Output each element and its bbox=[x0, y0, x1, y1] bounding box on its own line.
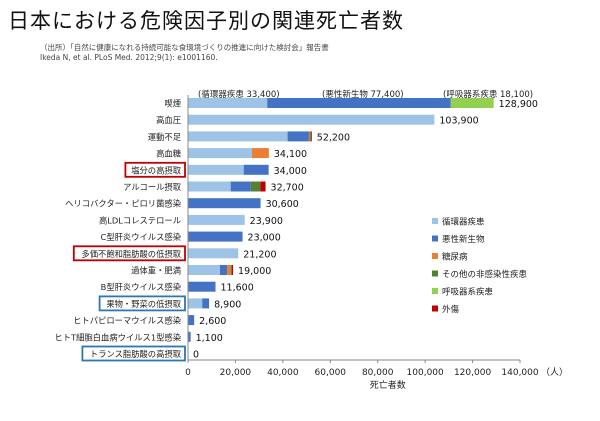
x-tick-label: 60,000 bbox=[315, 368, 347, 378]
x-unit-label: （人） bbox=[541, 367, 568, 378]
total-label: 30,600 bbox=[266, 199, 299, 210]
bar-segment bbox=[188, 248, 239, 259]
bar-segment bbox=[188, 298, 203, 309]
total-label: 103,900 bbox=[439, 116, 478, 127]
category-label: ヒトパピローマウイルス感染 bbox=[73, 316, 181, 326]
bar-segment bbox=[188, 231, 243, 242]
legend-swatch bbox=[432, 253, 438, 259]
segment-annotation: (悪性新生物 77,400) bbox=[322, 89, 404, 100]
x-tick-label: 80,000 bbox=[362, 368, 394, 378]
total-label: 2,600 bbox=[199, 316, 226, 327]
segment-annotation: (循環器疾患 33,400) bbox=[198, 89, 280, 100]
total-label: 1,100 bbox=[196, 333, 223, 344]
legend-label: 糖尿病 bbox=[442, 252, 468, 263]
total-label: 32,700 bbox=[271, 183, 304, 194]
bar-segment bbox=[220, 265, 228, 275]
category-label: 高血糖 bbox=[156, 149, 181, 159]
bar-segment bbox=[188, 164, 244, 175]
category-label: 高LDLコレステロール bbox=[99, 215, 181, 225]
x-axis-title: 死亡者数 bbox=[370, 379, 406, 391]
x-tick-label: 120,000 bbox=[454, 368, 491, 378]
x-tick-label: 0 bbox=[185, 368, 191, 378]
segment-annotation: (呼吸器系疾患 18,100) bbox=[443, 89, 533, 100]
category-label: 高血圧 bbox=[156, 115, 181, 125]
bar-segment bbox=[287, 131, 309, 142]
total-label: 128,900 bbox=[499, 99, 538, 110]
bar-segment bbox=[188, 315, 195, 326]
bar-segment bbox=[202, 298, 210, 309]
bar-segment bbox=[231, 265, 234, 275]
total-label: 23,000 bbox=[248, 233, 281, 244]
category-label: 塩分の高摂取 bbox=[131, 165, 181, 175]
category-label: ヒトT細胞白血病ウイルス1型感染 bbox=[54, 332, 181, 342]
bar-segment bbox=[188, 331, 191, 342]
x-tick-label: 140,000 bbox=[501, 368, 538, 378]
legend-swatch bbox=[432, 218, 438, 224]
category-label: 果物・野菜の低摂取 bbox=[106, 299, 181, 309]
category-label: アルコール摂取 bbox=[123, 182, 182, 192]
legend-label: 悪性新生物 bbox=[442, 234, 485, 245]
legend-swatch bbox=[432, 288, 438, 294]
bar-segment bbox=[230, 265, 232, 275]
category-label: 過体重・肥満 bbox=[131, 266, 181, 276]
category-label: B型肝炎ウイルス感染 bbox=[101, 282, 181, 292]
source-line-1: （出所）「自然に健康になれる持続可能な食環境づくりの推進に向けた検討会」報告書 bbox=[40, 43, 329, 52]
bar-segment bbox=[188, 98, 268, 108]
bar-segment bbox=[188, 214, 245, 225]
highlight-box bbox=[72, 245, 186, 262]
total-label: 21,200 bbox=[243, 249, 276, 260]
category-label: 多価不飽和脂肪酸の低摂取 bbox=[81, 249, 181, 259]
total-label: 19,000 bbox=[238, 266, 271, 277]
bar-segment bbox=[230, 181, 251, 192]
source-line-2: Ikeda N, et al. PLoS Med. 2012;9(1): e10… bbox=[40, 53, 218, 62]
x-tick-label: 40,000 bbox=[267, 368, 299, 378]
bar-segment bbox=[188, 114, 435, 125]
legend-swatch bbox=[432, 235, 438, 242]
bar-segment bbox=[188, 198, 261, 209]
legend-swatch bbox=[432, 305, 438, 312]
total-label: 8,900 bbox=[214, 299, 241, 310]
x-tick-label: 100,000 bbox=[407, 368, 444, 378]
legend-swatch bbox=[432, 270, 438, 277]
bar-segment bbox=[450, 98, 494, 108]
bar-segment bbox=[260, 181, 266, 192]
highlight-box bbox=[124, 161, 186, 178]
x-tick-label: 20,000 bbox=[220, 368, 252, 378]
highlight-box bbox=[81, 345, 186, 362]
legend-label: 外傷 bbox=[442, 304, 460, 315]
category-label: ヘリコバクター・ピロリ菌感染 bbox=[65, 199, 181, 209]
legend-label: 呼吸器系疾患 bbox=[442, 287, 494, 298]
category-label: C型肝炎ウイルス感染 bbox=[101, 232, 181, 242]
bar-segment bbox=[188, 265, 221, 275]
category-label: 喫煙 bbox=[164, 99, 181, 109]
bar-segment bbox=[308, 131, 310, 142]
bar-segment bbox=[188, 281, 216, 292]
total-label: 23,900 bbox=[250, 216, 283, 227]
total-label: 34,000 bbox=[274, 166, 307, 177]
category-label: トランス脂肪酸の高摂取 bbox=[90, 349, 182, 359]
bar-segment bbox=[309, 131, 311, 142]
legend-label: その他の非感染性疾患 bbox=[442, 269, 528, 280]
bar-segment bbox=[188, 148, 253, 159]
total-label: 0 bbox=[193, 350, 199, 361]
total-label: 34,100 bbox=[274, 149, 307, 160]
bar-segment bbox=[250, 181, 261, 192]
legend-label: 循環器疾患 bbox=[442, 217, 485, 228]
bar-segment bbox=[252, 148, 269, 159]
bar-segment bbox=[310, 131, 312, 142]
highlight-box bbox=[98, 295, 186, 312]
bar-segment bbox=[243, 164, 269, 175]
bar-segment bbox=[188, 131, 288, 142]
total-label: 52,200 bbox=[317, 132, 350, 143]
total-label: 11,600 bbox=[221, 283, 254, 294]
category-label: 運動不足 bbox=[148, 132, 181, 142]
bar-segment bbox=[188, 181, 231, 192]
bar-segment bbox=[267, 98, 451, 108]
page-title: 日本における危険因子別の関連死亡者数 bbox=[8, 9, 404, 33]
bar-segment bbox=[227, 265, 231, 275]
